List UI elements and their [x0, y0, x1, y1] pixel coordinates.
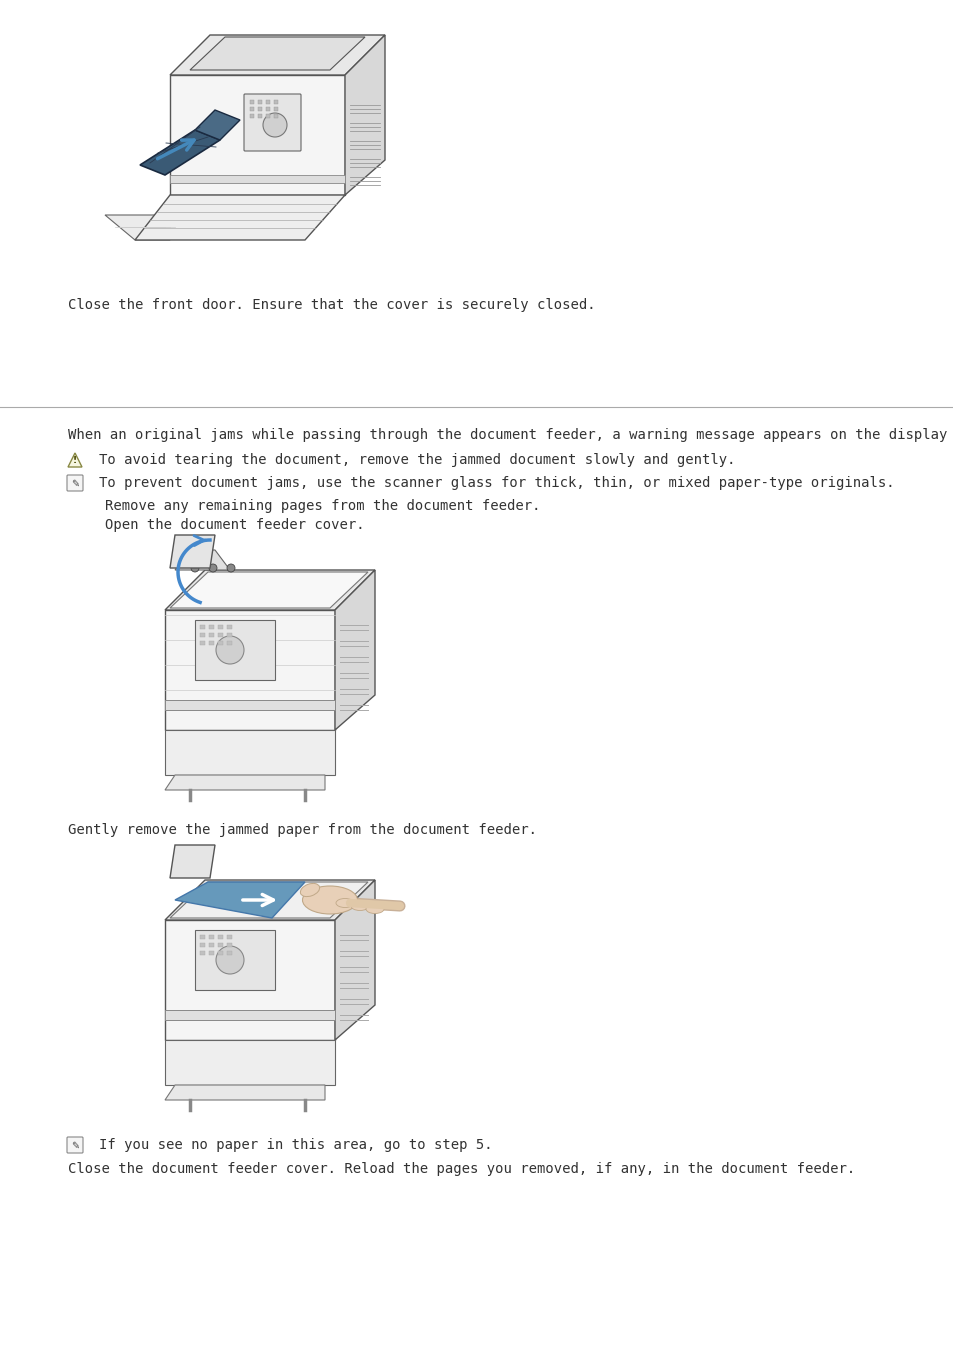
- Bar: [274, 113, 277, 118]
- Bar: [257, 113, 262, 118]
- Polygon shape: [165, 920, 335, 1040]
- Polygon shape: [335, 570, 375, 730]
- Text: Close the front door. Ensure that the cover is securely closed.: Close the front door. Ensure that the co…: [68, 299, 595, 312]
- FancyBboxPatch shape: [67, 1138, 83, 1152]
- Bar: [227, 634, 232, 638]
- Text: If you see no paper in this area, go to step 5.: If you see no paper in this area, go to …: [99, 1138, 492, 1152]
- Ellipse shape: [302, 886, 357, 915]
- Text: Gently remove the jammed paper from the document feeder.: Gently remove the jammed paper from the …: [68, 823, 537, 838]
- Polygon shape: [165, 1040, 335, 1085]
- Bar: [274, 107, 277, 111]
- Bar: [209, 634, 213, 638]
- Bar: [200, 935, 205, 939]
- Bar: [209, 640, 213, 644]
- Bar: [200, 626, 205, 630]
- Bar: [250, 107, 253, 111]
- Text: ✎: ✎: [71, 478, 79, 488]
- Bar: [200, 640, 205, 644]
- Bar: [227, 626, 232, 630]
- Circle shape: [215, 946, 244, 974]
- FancyBboxPatch shape: [244, 95, 301, 151]
- Bar: [200, 943, 205, 947]
- Polygon shape: [105, 215, 170, 240]
- Polygon shape: [165, 1085, 325, 1100]
- Text: Close the document feeder cover. Reload the pages you removed, if any, in the do: Close the document feeder cover. Reload …: [68, 1162, 854, 1175]
- FancyBboxPatch shape: [67, 476, 83, 490]
- Circle shape: [215, 636, 244, 663]
- Polygon shape: [345, 35, 385, 195]
- Circle shape: [227, 563, 234, 571]
- Text: To avoid tearing the document, remove the jammed document slowly and gently.: To avoid tearing the document, remove th…: [99, 453, 735, 467]
- Bar: [209, 626, 213, 630]
- Bar: [165, 700, 335, 711]
- Bar: [266, 107, 270, 111]
- Bar: [170, 176, 345, 182]
- Bar: [194, 929, 274, 990]
- Polygon shape: [170, 76, 345, 195]
- Text: ✎: ✎: [71, 1140, 79, 1150]
- Circle shape: [209, 563, 216, 571]
- Text: When an original jams while passing through the document feeder, a warning messa: When an original jams while passing thro…: [68, 428, 953, 442]
- Bar: [257, 100, 262, 104]
- Bar: [200, 634, 205, 638]
- Ellipse shape: [366, 905, 384, 913]
- Polygon shape: [170, 571, 368, 608]
- Text: Open the document feeder cover.: Open the document feeder cover.: [105, 517, 364, 532]
- Bar: [209, 951, 213, 955]
- Polygon shape: [335, 880, 375, 1040]
- Bar: [209, 943, 213, 947]
- Bar: [194, 620, 274, 680]
- Bar: [209, 935, 213, 939]
- Text: To prevent document jams, use the scanner glass for thick, thin, or mixed paper-: To prevent document jams, use the scanne…: [99, 476, 894, 490]
- Polygon shape: [165, 611, 335, 730]
- Bar: [250, 113, 253, 118]
- Bar: [218, 951, 223, 955]
- Polygon shape: [165, 570, 375, 611]
- Bar: [266, 113, 270, 118]
- Bar: [257, 107, 262, 111]
- Bar: [274, 100, 277, 104]
- Polygon shape: [170, 844, 214, 878]
- Polygon shape: [140, 130, 220, 176]
- Polygon shape: [174, 882, 305, 917]
- Polygon shape: [194, 109, 240, 141]
- Polygon shape: [165, 775, 325, 790]
- Bar: [165, 1011, 335, 1020]
- Polygon shape: [174, 550, 230, 570]
- Bar: [227, 951, 232, 955]
- Polygon shape: [170, 882, 368, 917]
- Bar: [200, 951, 205, 955]
- Bar: [218, 943, 223, 947]
- Bar: [266, 100, 270, 104]
- Bar: [227, 943, 232, 947]
- Bar: [218, 935, 223, 939]
- Ellipse shape: [335, 898, 354, 908]
- Polygon shape: [170, 535, 214, 567]
- Text: !: !: [72, 457, 77, 465]
- Ellipse shape: [300, 884, 319, 897]
- Bar: [250, 100, 253, 104]
- Polygon shape: [165, 730, 335, 775]
- Text: Remove any remaining pages from the document feeder.: Remove any remaining pages from the docu…: [105, 499, 540, 513]
- Bar: [227, 640, 232, 644]
- Bar: [218, 626, 223, 630]
- Ellipse shape: [351, 901, 369, 911]
- Bar: [218, 634, 223, 638]
- Polygon shape: [135, 195, 345, 240]
- Polygon shape: [170, 35, 385, 76]
- Polygon shape: [165, 880, 375, 920]
- Bar: [227, 935, 232, 939]
- Circle shape: [263, 113, 287, 136]
- Circle shape: [191, 563, 199, 571]
- Polygon shape: [190, 36, 365, 70]
- Bar: [218, 640, 223, 644]
- Polygon shape: [68, 453, 82, 467]
